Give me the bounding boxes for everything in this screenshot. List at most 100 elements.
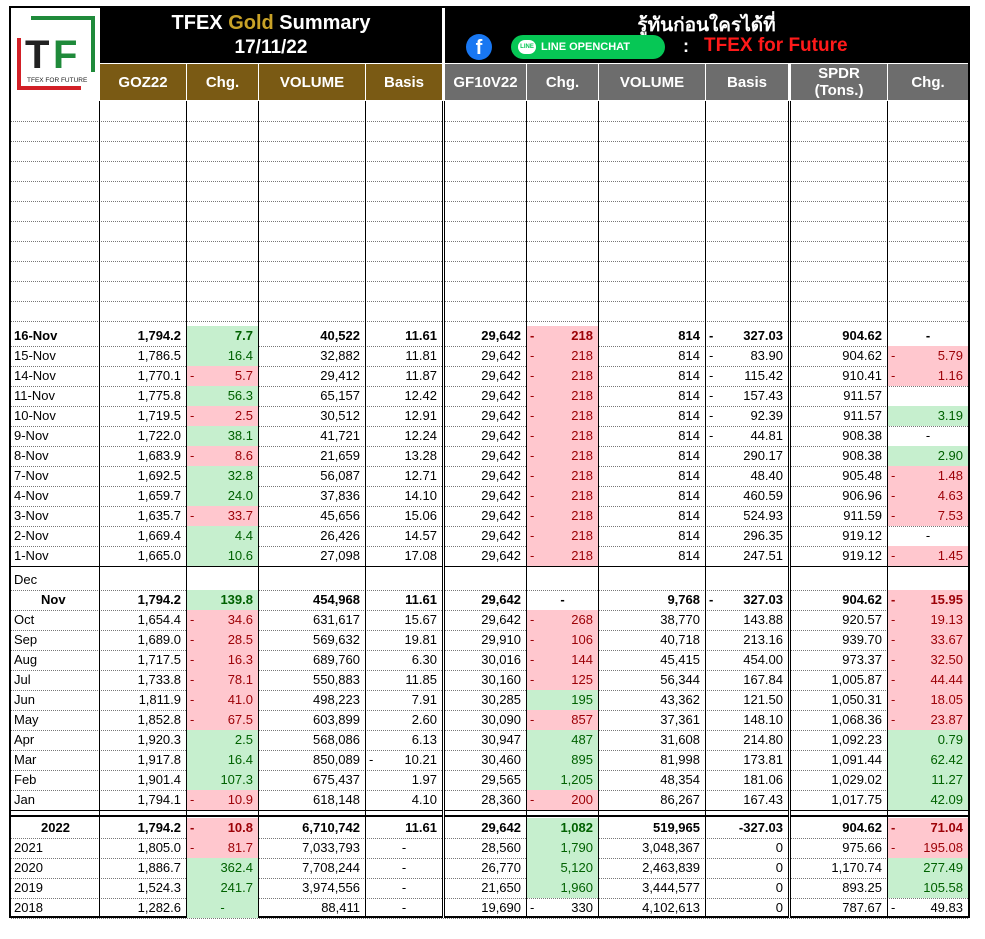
yearly-row: 2022 1,794.2-10.8 6,710,742 11.61 29,642 1,08…: [11, 818, 968, 839]
cell-value: 7.53: [937, 508, 963, 523]
empty-row: [11, 141, 968, 162]
facebook-icon[interactable]: f: [466, 34, 492, 60]
monthly-row: Dec: [11, 570, 968, 591]
cell-vol2: 2,463,839: [599, 858, 705, 878]
cell-value: 2.5: [234, 408, 253, 423]
cell-chg3: - 18.05: [888, 690, 968, 710]
row-label: 2018: [14, 900, 43, 915]
cell-value: 814: [678, 328, 700, 343]
cell-basis1: 13.28: [366, 446, 442, 466]
col-header-chg-gf: Chg.: [527, 64, 598, 100]
negative-sign: -: [190, 692, 195, 707]
cell-basis2: -327.03: [706, 818, 788, 838]
cell-value: 13.28: [404, 448, 437, 463]
cell-basis2: 296.35: [706, 526, 788, 546]
cell-spdr: 904.62: [791, 818, 887, 838]
cell-value: 23.87: [930, 712, 963, 727]
cell-gf: 30,285: [445, 690, 526, 710]
cell-value: 568,086: [313, 732, 360, 747]
cell-chg3: 277.49: [888, 858, 968, 878]
cell-value: 1,017.75: [831, 792, 882, 807]
cell-spdr: 787.67: [791, 898, 887, 918]
negative-sign: -: [891, 548, 896, 563]
row-label: Oct: [14, 612, 35, 627]
cell-value: 1,733.8: [137, 672, 181, 687]
cell-vol1: 498,223: [259, 690, 365, 710]
cell-value: 0: [775, 880, 783, 895]
cell-value: 14.57: [404, 528, 437, 543]
daily-row: 2-Nov 1,669.4 4.4 26,426 14.57 29,642-218 814 2…: [11, 526, 968, 547]
svg-text:T: T: [25, 33, 49, 77]
cell-vol2: 86,267: [599, 790, 705, 810]
cell-value: 689,760: [313, 652, 360, 667]
cell-value: 10.9: [227, 792, 253, 807]
cell-basis2: - 44.81: [706, 426, 788, 446]
negative-sign: -: [709, 408, 714, 423]
cell-goz: 1,901.4: [100, 770, 186, 790]
cell-value: 45,656: [320, 508, 360, 523]
cell-chg3: - 1.45: [888, 546, 968, 566]
cell-basis2: 247.51: [706, 546, 788, 566]
cell-gf: 19,690: [445, 898, 526, 918]
empty-row: [11, 181, 968, 202]
line-openchat-button[interactable]: LINE LINE OPENCHAT: [511, 35, 665, 59]
cell-value: 28,560: [481, 840, 521, 855]
cell-value: 893.25: [842, 880, 882, 895]
cell-value: 1,170.74: [831, 860, 882, 875]
col-header-chg-spdr: Chg.: [888, 64, 968, 100]
negative-sign: -: [190, 712, 195, 727]
summary-sheet: [9, 6, 970, 918]
cell-value: 11.61: [405, 328, 437, 343]
cell-spdr: 911.59: [791, 506, 887, 526]
cell-value: 1,005.87: [831, 672, 882, 687]
cell-value: 26,770: [481, 860, 521, 875]
cell-value: -: [925, 328, 931, 343]
cell-chg1: [187, 570, 258, 590]
cell-basis1: 6.30: [366, 650, 442, 670]
cell-gf: 29,910: [445, 630, 526, 650]
cell-chg1: 16.4: [187, 346, 258, 366]
negative-sign: -: [891, 348, 896, 363]
cell-value: 40,522: [320, 328, 360, 343]
cell-goz: 1,805.0: [100, 838, 186, 858]
cell-value: 9,768: [667, 592, 700, 607]
col-header-volume-gf: VOLUME: [599, 64, 705, 100]
cell-value: -: [220, 900, 225, 915]
cell-vol1: 21,659: [259, 446, 365, 466]
cell-value: 814: [678, 488, 700, 503]
cell-chg2: 5,120: [527, 858, 598, 878]
cell-goz: 1,683.9: [100, 446, 186, 466]
cell-value: 38,770: [660, 612, 700, 627]
cell-chg3: - 15.95: [888, 590, 968, 610]
cell-value: 3,974,556: [302, 880, 360, 895]
cell-value: 48,354: [660, 772, 700, 787]
column-divider: [365, 101, 366, 918]
cell-value: 19,690: [481, 900, 521, 915]
row-label: 8-Nov: [14, 448, 49, 463]
cell-value: 86,267: [660, 792, 700, 807]
cell-value: 33.7: [227, 508, 253, 523]
cell-vol1: 65,157: [259, 386, 365, 406]
cell-basis1: 14.57: [366, 526, 442, 546]
cell-spdr: 1,170.74: [791, 858, 887, 878]
cell-basis2: 0: [706, 838, 788, 858]
cell-value: 10.8: [227, 820, 253, 835]
cell-chg3: -: [888, 426, 968, 446]
row-label: Apr: [14, 732, 35, 747]
cell-goz: 1,794.1: [100, 790, 186, 810]
cell-spdr: 919.12: [791, 546, 887, 566]
cell-value: -: [925, 528, 931, 543]
cell-value: 1,205: [560, 772, 593, 787]
column-divider: [186, 101, 187, 918]
cell-value: 569,632: [313, 632, 360, 647]
row-label: Jan: [14, 792, 35, 807]
cell-vol2: 9,768: [599, 590, 705, 610]
cell-value: 29,642: [481, 328, 521, 343]
cell-basis2: 0: [706, 858, 788, 878]
cell-gf: 21,650: [445, 878, 526, 898]
cell-chg2: - 218: [527, 446, 598, 466]
cell-value: 8.6: [234, 448, 253, 463]
negative-sign: -: [530, 428, 535, 443]
row-label: 9-Nov: [14, 428, 49, 443]
cell-value: 218: [571, 488, 593, 503]
